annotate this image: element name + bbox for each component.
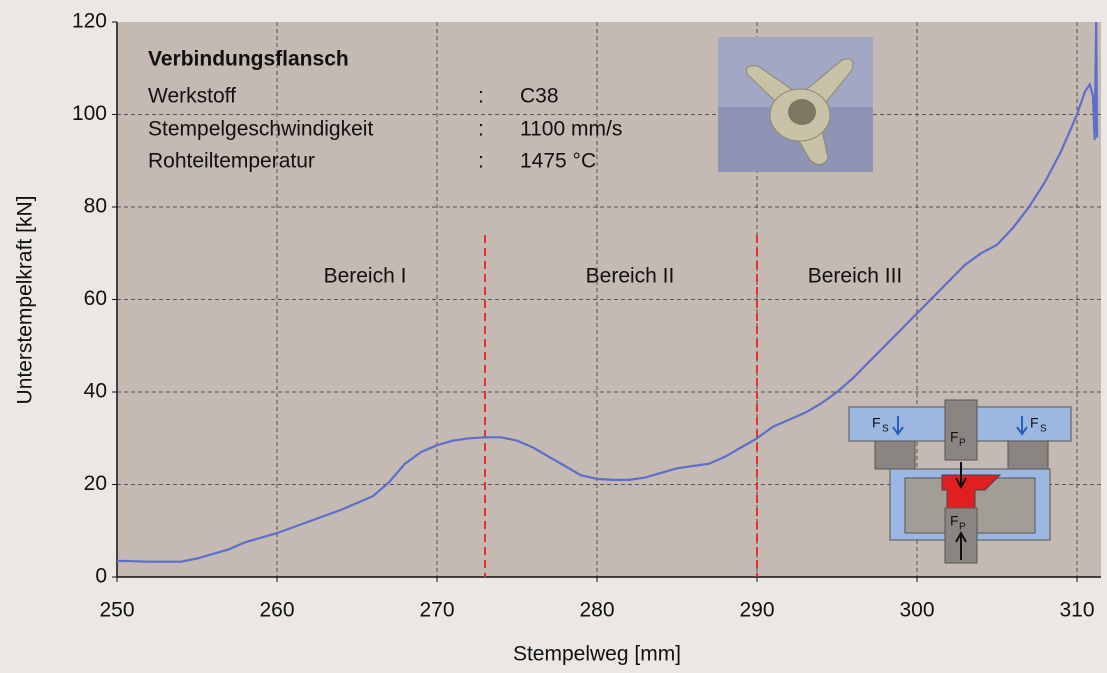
x-axis-label: Stempelweg [mm] [513, 643, 681, 666]
x-tick-label: 270 [419, 599, 454, 622]
y-tick-label: 40 [84, 380, 107, 403]
diagram-label: P [959, 438, 966, 449]
diagram-label: F [872, 415, 881, 431]
info-label: Rohteiltemperatur [148, 150, 315, 173]
annotation: Bereich III [808, 265, 903, 288]
y-tick-label: 100 [72, 102, 107, 125]
x-tick-label: 260 [259, 599, 294, 622]
diagram-label: F [950, 429, 959, 445]
x-tick-label: 250 [99, 599, 134, 622]
annotation: Bereich II [586, 265, 675, 288]
diagram-label: S [882, 424, 889, 435]
info-label: Stempelgeschwindigkeit [148, 118, 373, 141]
info-value: 1475 °C [520, 150, 596, 173]
info-value: 1100 mm/s [520, 118, 622, 141]
info-sep: : [478, 118, 484, 141]
data-line [116, 21, 1099, 563]
y-tick-label: 120 [72, 10, 107, 33]
diagram-label: F [1030, 415, 1039, 431]
diagram-label: P [959, 522, 966, 533]
info-rows: Werkstoff : C38 Stempelgeschwindigkeit :… [148, 85, 622, 173]
diagram-label: F [950, 513, 959, 529]
y-tick-label: 80 [84, 195, 107, 218]
x-tick-label: 290 [739, 599, 774, 622]
x-tick-label: 310 [1059, 599, 1094, 622]
y-tick-label: 20 [84, 472, 107, 495]
info-sep: : [478, 150, 484, 173]
annotation: Bereich I [324, 265, 407, 288]
diagram-label: S [1040, 424, 1047, 435]
y-axis-label: Unterstempelkraft [kN] [14, 196, 37, 405]
tool-diagram: F S F S F P F P [848, 399, 1072, 564]
y-tick-label: 60 [84, 287, 107, 310]
info-value: C38 [520, 85, 559, 108]
info-label: Werkstoff [148, 85, 236, 108]
info-sep: : [478, 85, 484, 108]
x-tick-label: 280 [579, 599, 614, 622]
photo [718, 37, 873, 172]
x-tick-label: 300 [899, 599, 934, 622]
y-tick-label: 0 [95, 565, 107, 588]
info-title: Verbindungsflansch [148, 48, 349, 71]
